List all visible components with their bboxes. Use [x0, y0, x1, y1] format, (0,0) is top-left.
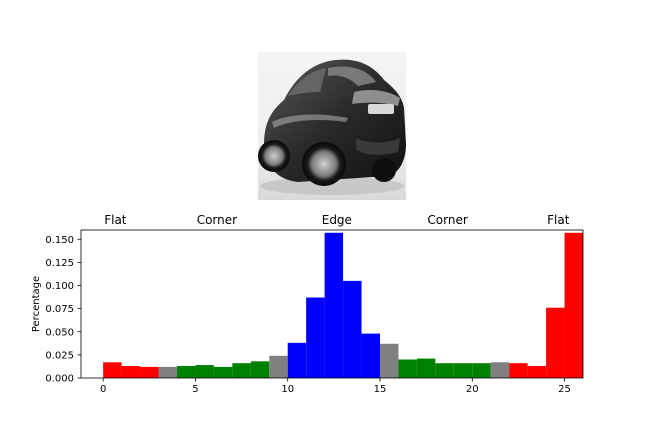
histogram-bar: [416, 358, 436, 378]
x-tick-label: 5: [192, 384, 198, 395]
histogram-bar: [306, 297, 325, 378]
y-tick-label: 0.050: [45, 327, 74, 338]
histogram-bar: [176, 365, 196, 378]
region-label: Corner: [197, 213, 237, 227]
histogram-bar: [103, 362, 122, 378]
y-tick-label: 0.100: [45, 281, 74, 292]
x-tick-label: 0: [100, 384, 106, 395]
y-tick-label: 0.000: [45, 374, 74, 385]
histogram-bars: [103, 232, 583, 378]
region-labels: Flat Corner Edge Corner Flat: [104, 213, 570, 227]
histogram-bar: [158, 366, 177, 378]
histogram-bar: [361, 333, 380, 378]
histogram-bar: [287, 342, 307, 378]
y-tick-label: 0.025: [45, 350, 74, 361]
car-thumbnail-image: [258, 52, 406, 200]
x-axis-ticks: 0 5 10 15 20 25: [100, 378, 571, 395]
histogram-bar: [121, 365, 141, 378]
region-label: Edge: [322, 213, 352, 227]
y-tick-label: 0.125: [45, 258, 74, 269]
histogram-bar: [269, 355, 288, 378]
histogram-bar: [232, 363, 251, 378]
axes-frame: [80, 229, 584, 379]
histogram-bar: [250, 361, 270, 378]
histogram-bar: [140, 366, 159, 378]
histogram-bar: [324, 232, 344, 378]
histogram-bar: [213, 366, 233, 378]
region-label: Flat: [104, 213, 127, 227]
histogram-bar: [398, 359, 417, 378]
histogram-bar: [564, 232, 583, 378]
histogram-bar: [490, 362, 510, 378]
x-tick-label: 15: [374, 384, 387, 395]
histogram-bar: [472, 363, 491, 378]
histogram-bar: [195, 365, 214, 378]
x-tick-label: 20: [466, 384, 479, 395]
histogram-bar: [546, 307, 565, 378]
histogram-bar: [343, 280, 362, 378]
region-label: Corner: [427, 213, 467, 227]
y-tick-label: 0.075: [45, 304, 74, 315]
y-axis-ticks: 0.000 0.025 0.050 0.075 0.100 0.125 0.150: [45, 235, 81, 385]
histogram-bar: [435, 363, 454, 378]
x-tick-label: 10: [281, 384, 294, 395]
histogram-bar: [527, 365, 547, 378]
y-axis-label: Percentage: [31, 276, 42, 332]
y-tick-label: 0.150: [45, 235, 74, 246]
x-tick-label: 25: [558, 384, 571, 395]
histogram-bar: [453, 363, 473, 378]
chart-axes: [80, 229, 584, 379]
histogram-bar: [509, 363, 528, 378]
region-label: Flat: [547, 213, 570, 227]
histogram-bar: [379, 343, 399, 378]
